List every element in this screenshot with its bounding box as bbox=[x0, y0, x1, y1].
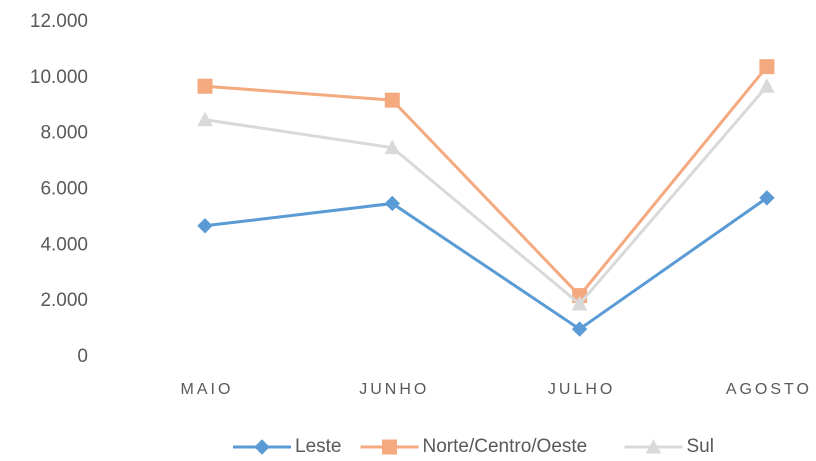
data-point bbox=[571, 295, 588, 311]
data-point bbox=[384, 195, 401, 212]
legend-marker bbox=[645, 438, 662, 454]
legend-marker bbox=[254, 439, 270, 455]
series-line bbox=[204, 85, 769, 307]
legend-label: Sul bbox=[687, 436, 714, 457]
y-tick-label: 4.000 bbox=[40, 234, 88, 255]
x-tick-label: MAIO bbox=[181, 381, 234, 398]
series-line bbox=[204, 65, 769, 298]
data-point bbox=[759, 78, 775, 93]
legend-label: Norte/Centro/Oeste bbox=[423, 436, 588, 457]
data-point bbox=[197, 218, 213, 234]
data-point bbox=[384, 139, 401, 155]
data-point bbox=[197, 111, 213, 127]
y-tick-label: 8.000 bbox=[40, 123, 88, 144]
data-point bbox=[384, 92, 400, 108]
series-line bbox=[204, 196, 768, 331]
x-tick-label: JULHO bbox=[548, 381, 615, 398]
y-tick-label: 10.000 bbox=[30, 67, 88, 88]
data-point bbox=[759, 59, 775, 75]
legend-label: Leste bbox=[295, 436, 341, 457]
data-point bbox=[571, 321, 588, 337]
data-point bbox=[759, 190, 775, 206]
x-tick-label: AGOSTO bbox=[726, 381, 812, 398]
y-tick-label: 12.000 bbox=[30, 11, 88, 32]
y-tick-label: 2.000 bbox=[40, 290, 88, 311]
legend-marker bbox=[382, 439, 397, 455]
y-tick-label: 6.000 bbox=[40, 179, 88, 200]
data-point bbox=[197, 78, 213, 94]
x-tick-label: JUNHO bbox=[359, 381, 429, 398]
y-tick-label: 0 bbox=[77, 346, 88, 367]
